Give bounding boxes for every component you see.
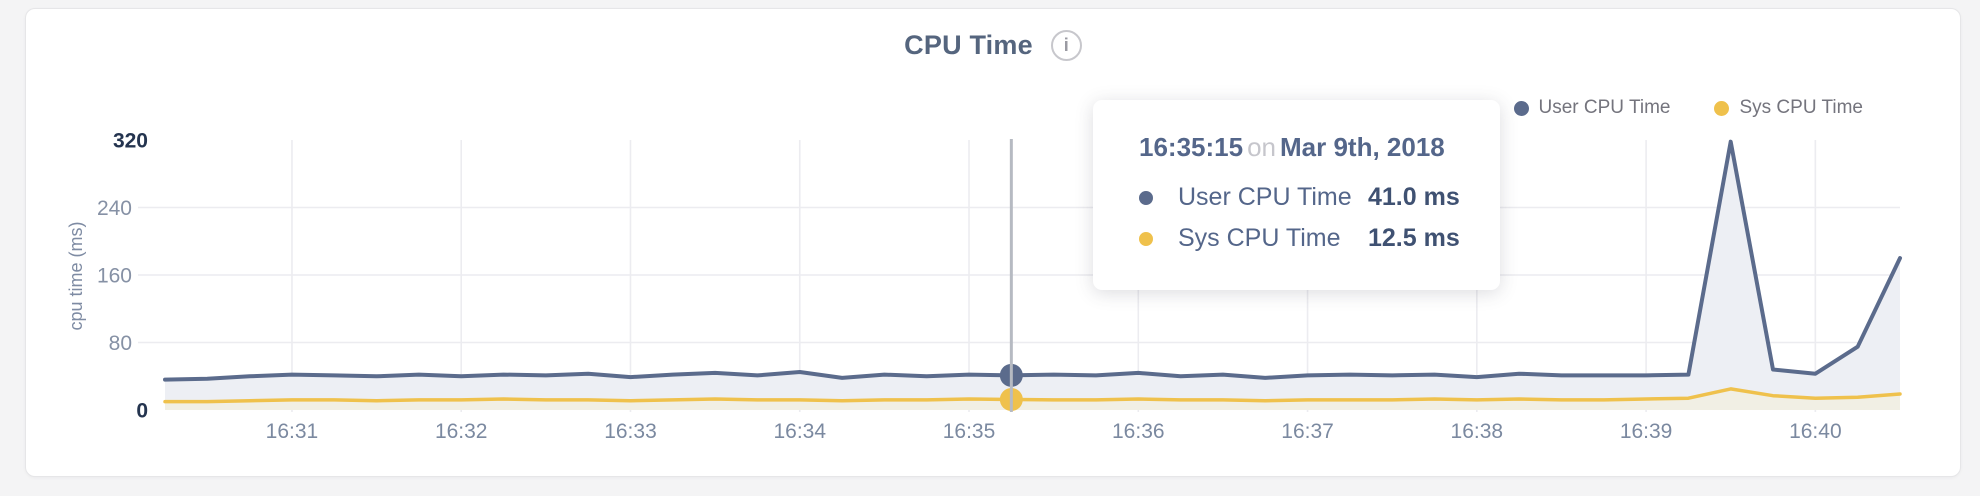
sys-series-line (163, 387, 1902, 404)
tooltip-user-value: 41.0 ms (1368, 183, 1460, 211)
user-series-area (165, 141, 1900, 410)
x-tick-label: 16:36 (1112, 420, 1165, 443)
tooltip-sys-value: 12.5 ms (1368, 224, 1460, 252)
y-tick-label: 80 (109, 332, 132, 355)
x-tick-label: 16:34 (773, 420, 826, 443)
x-tick-label: 16:40 (1789, 420, 1842, 443)
sys-series-dot-icon (1139, 231, 1153, 246)
chart-legend: User CPU Time Sys CPU Time (1513, 97, 1863, 119)
tooltip-user-label: User CPU Time (1178, 183, 1352, 211)
user-series-dot-icon (1139, 190, 1153, 205)
legend-label-sys: Sys CPU Time (1739, 97, 1863, 118)
user-series-line (163, 139, 1902, 382)
info-icon-glyph: i (1063, 35, 1069, 55)
info-icon[interactable]: i (1050, 30, 1082, 61)
legend-label-user: User CPU Time (1538, 97, 1671, 118)
legend-item-user[interactable]: User CPU Time (1513, 97, 1671, 119)
y-tick-label: 0 (136, 400, 148, 423)
chart-title: CPU Time (904, 30, 1033, 60)
x-tick-label: 16:31 (266, 420, 319, 443)
sys-series-dot-icon (1714, 100, 1730, 116)
user-series-dot-icon (1513, 100, 1529, 116)
y-axis-title: cpu time (ms) (66, 221, 86, 330)
tooltip-sys-label: Sys CPU Time (1178, 224, 1341, 252)
tooltip-header: 16:35:15 on Mar 9th, 2018 (1139, 132, 1476, 163)
y-tick-label: 240 (97, 197, 132, 220)
x-tick-label: 16:38 (1451, 420, 1504, 443)
legend-item-sys[interactable]: Sys CPU Time (1714, 97, 1863, 119)
sys-series-area (165, 388, 1900, 410)
x-tick-label: 16:33 (604, 420, 657, 443)
x-tick-label: 16:32 (435, 420, 488, 443)
y-tick-label: 160 (97, 265, 132, 288)
tooltip-conjunction: on (1247, 132, 1276, 162)
tooltip-row-user: User CPU Time 41.0 ms (1139, 177, 1476, 218)
chart-tooltip: 16:35:15 on Mar 9th, 2018 User CPU Time 41… (1093, 100, 1500, 290)
tooltip-date: Mar 9th, 2018 (1280, 132, 1445, 162)
x-tick-label: 16:39 (1620, 420, 1673, 443)
y-tick-label: 320 (113, 130, 148, 153)
tooltip-time: 16:35:15 (1139, 132, 1244, 162)
card-header: CPU Time i (25, 30, 1961, 61)
tooltip-row-sys: Sys CPU Time 12.5 ms (1139, 218, 1476, 259)
x-tick-label: 16:37 (1281, 420, 1334, 443)
x-tick-label: 16:35 (943, 420, 996, 443)
